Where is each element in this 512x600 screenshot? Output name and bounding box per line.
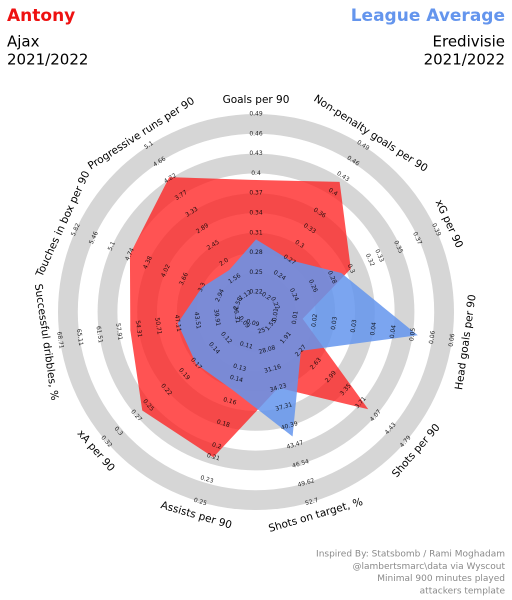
param-label: Head goals per 90	[453, 294, 479, 391]
tick-label: 46.54	[291, 458, 310, 470]
tick-label: 3.3	[197, 281, 207, 293]
tick-label: 39.91	[212, 309, 221, 327]
player-name: Antony	[7, 6, 75, 26]
tick-label: 0.11	[239, 340, 254, 351]
tick-label: 0.39	[430, 222, 442, 237]
tick-label: 5.46	[88, 230, 100, 245]
compare-team: Eredivisie	[433, 33, 506, 51]
tick-label: 0.03	[330, 316, 339, 330]
tick-label: 43.47	[286, 439, 305, 451]
radar-area	[177, 239, 418, 437]
tick-label: 37.31	[275, 401, 294, 413]
tick-label: 0.13	[232, 363, 247, 374]
tick-label: 2.94	[214, 288, 226, 303]
tick-label: 0.43	[249, 150, 263, 157]
tick-label: 0.16	[222, 396, 237, 407]
tick-label: 36.31	[232, 306, 241, 324]
tick-label: 4.02	[160, 263, 172, 278]
polygons	[129, 177, 418, 458]
tick-label: 47.11	[173, 314, 182, 332]
tick-label: 0.37	[249, 190, 263, 197]
tick-label: 0.2	[260, 291, 272, 302]
tick-label: 0.02	[310, 313, 319, 327]
tick-label: 34.23	[269, 382, 288, 394]
tick-label: 5.1	[143, 140, 155, 151]
tick-label: 0.25	[193, 497, 208, 508]
tick-label: 31.16	[264, 363, 283, 375]
tick-label: 40.39	[280, 420, 299, 432]
credit-line: @lambertsmarc\data via Wyscout	[353, 562, 506, 572]
tick-label: 0.4	[327, 187, 339, 198]
tick-label: 0.04	[369, 322, 378, 336]
tick-label: 0.05	[408, 327, 417, 341]
tick-label: 28.08	[258, 344, 277, 356]
tick-label: 52.7	[304, 497, 319, 508]
tick-label: 0.49	[249, 111, 263, 118]
tick-label: 0.3	[113, 425, 125, 437]
tick-label: 0.28	[326, 270, 338, 285]
tick-label: 2.0	[218, 257, 230, 268]
param-label: Goals per 90	[223, 94, 290, 106]
tick-label: 0.34	[249, 210, 263, 217]
tick-label: 0.22	[249, 289, 263, 296]
tick-label: 25	[257, 327, 266, 336]
compare-season: 2021/2022	[424, 51, 505, 69]
param-label: Successful dribbles, %	[32, 283, 61, 401]
compare-name: League Average	[351, 6, 505, 26]
tick-label: 65.11	[75, 328, 84, 346]
tick-label: 0.46	[249, 130, 263, 137]
tick-label: 68.71	[55, 331, 64, 349]
tick-label: 0.04	[389, 324, 398, 338]
tick-label: 54.31	[134, 320, 143, 338]
tick-label: 49.62	[297, 477, 316, 489]
tick-label: 0.09	[245, 318, 260, 329]
tick-label: 0.35	[392, 240, 404, 255]
tick-label: 0.3	[294, 239, 306, 250]
tick-label: 5.82	[70, 222, 82, 237]
tick-label: 0.3	[346, 263, 356, 275]
tick-label: 0.06	[428, 330, 437, 344]
tick-label: 0.21	[206, 452, 221, 463]
tick-label: 43.51	[193, 311, 202, 329]
credit-line: attackers template	[420, 586, 506, 596]
tick-label: 0.06	[448, 333, 457, 347]
tick-label: 0.22	[269, 296, 281, 311]
tick-label: 0.01	[271, 308, 280, 322]
tick-label: 0.31	[249, 229, 263, 236]
tick-label: 0.2	[211, 441, 222, 450]
player-season: 2021/2022	[7, 51, 88, 69]
credit-line: Minimal 900 minutes played	[377, 574, 505, 584]
credit-line: Inspired By: Statsbomb / Rami Moghadam	[316, 550, 505, 560]
tick-label: 0.37	[411, 231, 423, 246]
tick-label: 0.14	[229, 374, 244, 385]
tick-label: 61.51	[95, 326, 104, 344]
tick-label: 0.25	[249, 269, 263, 276]
tick-label: 57.91	[114, 323, 123, 341]
tick-label: 0.28	[249, 249, 263, 256]
tick-label: 50.71	[153, 317, 162, 335]
tick-label: 4.74	[124, 247, 136, 262]
tick-label: 4.38	[142, 255, 154, 270]
tick-label: 0.32	[364, 253, 376, 268]
tick-label: 2.58	[232, 296, 244, 311]
tick-label: 0.24	[288, 287, 300, 302]
player-team: Ajax	[7, 33, 40, 51]
tick-label: 5.1	[107, 240, 117, 252]
tick-label: 0.4	[251, 170, 261, 177]
tick-label: 0.23	[199, 474, 214, 485]
tick-label: 0.26	[307, 278, 319, 293]
tick-label: 0.01	[291, 310, 300, 324]
tick-label: 3.66	[178, 271, 190, 286]
tick-label: 0.03	[350, 319, 359, 333]
tick-label: 0.33	[373, 248, 385, 263]
tick-label: 0.18	[216, 419, 231, 430]
